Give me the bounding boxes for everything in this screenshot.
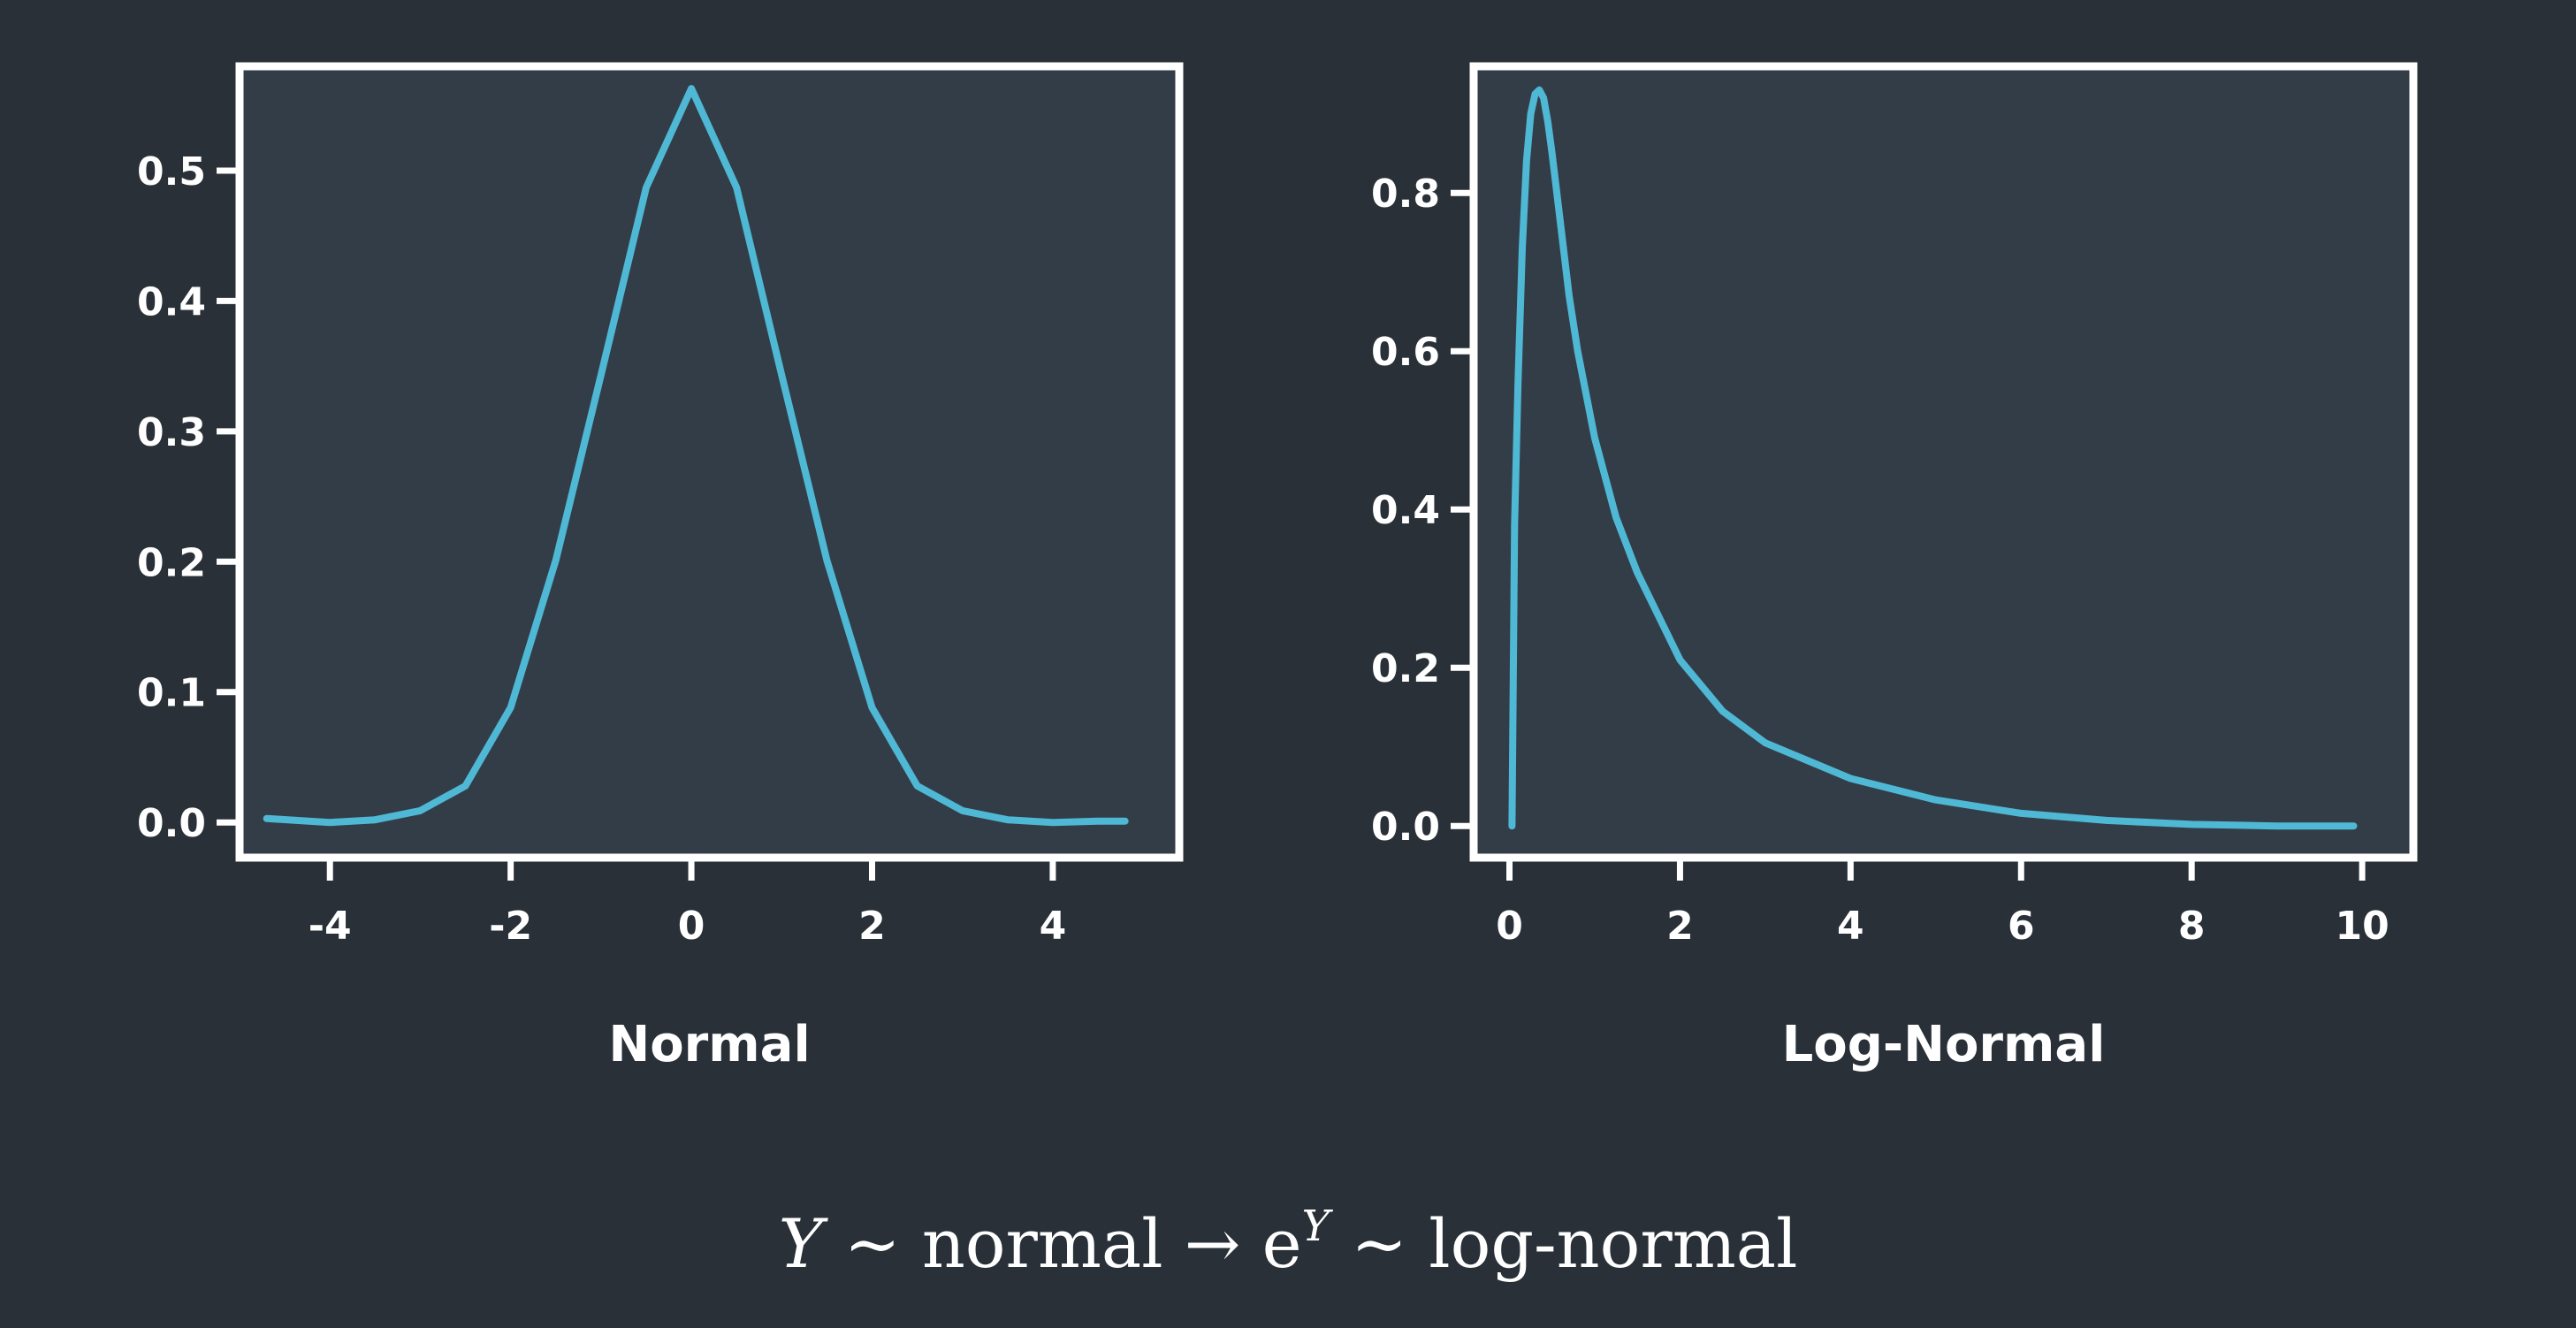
- lognormal-y-tick-label: 0.8: [1371, 172, 1440, 217]
- normal-x-tick-label: -2: [489, 904, 532, 949]
- normal-y-tick-label: 0.1: [137, 671, 206, 716]
- normal-chart: -4 -2 0 2 4 0.0 0.1 0.2 0.3 0.4 0.5 Normal: [137, 62, 1184, 1073]
- normal-x-tick-label: -4: [309, 904, 352, 949]
- lognormal-y-tick-label: 0.6: [1371, 330, 1440, 375]
- normal-y-tick-label: 0.3: [137, 410, 206, 455]
- formula-variable: Y: [778, 1204, 823, 1283]
- formula-exponent: Y: [1301, 1202, 1330, 1251]
- formula-exponential: eY: [1262, 1204, 1330, 1283]
- normal-x-axis-title: Normal: [608, 1016, 810, 1073]
- normal-x-tick-label: 4: [1040, 904, 1067, 949]
- lognormal-x-tick-label: 0: [1496, 904, 1523, 949]
- normal-x-tick-label: 2: [858, 904, 886, 949]
- lognormal-x-axis-title: Log-Normal: [1782, 1016, 2106, 1073]
- lognormal-frame: [1469, 62, 2418, 862]
- formula-sim-1: ∼: [843, 1204, 901, 1283]
- lognormal-y-tick-label: 0.0: [1371, 805, 1440, 850]
- normal-y-tick-label: 0.2: [137, 540, 206, 585]
- lognormal-x-tick-label: 10: [2336, 904, 2389, 949]
- normal-y-tick-label: 0.0: [137, 801, 206, 846]
- lognormal-x-tick-label: 2: [1666, 904, 1694, 949]
- normal-y-tick-label: 0.5: [137, 149, 206, 195]
- lognormal-y-tick-label: 0.4: [1371, 488, 1440, 533]
- lognormal-plot-area: [1474, 66, 2413, 858]
- formula-normal: normal: [921, 1204, 1163, 1283]
- lognormal-x-tick-label: 6: [2008, 904, 2035, 949]
- formula-base: e: [1261, 1204, 1302, 1283]
- normal-x-tick-label: 0: [678, 904, 705, 949]
- lognormal-chart: 0 2 4 6 8 10 0.0 0.2 0.4 0.6 0.8 Log-Normal: [1371, 62, 2418, 1073]
- formula-log-normal: log-normal: [1429, 1204, 1798, 1283]
- formula-arrow: →: [1184, 1204, 1241, 1283]
- formula-sim-2: ∼: [1351, 1204, 1408, 1283]
- normal-frame: [235, 62, 1184, 862]
- normal-y-tick-label: 0.4: [137, 279, 206, 324]
- normal-density-curve: [263, 85, 1129, 827]
- lognormal-x-tick-label: 4: [1837, 904, 1864, 949]
- lognormal-x-tick-label: 8: [2178, 904, 2206, 949]
- formula: Y ∼ normal → eY ∼ log-normal: [0, 1195, 2576, 1293]
- normal-plot-area: [240, 66, 1179, 858]
- lognormal-density-curve: [1508, 86, 2358, 830]
- lognormal-y-tick-label: 0.2: [1371, 646, 1440, 691]
